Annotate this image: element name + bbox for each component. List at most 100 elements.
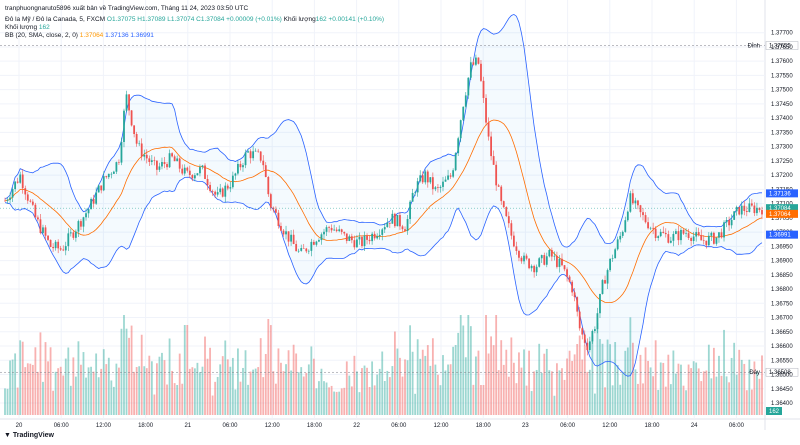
volume-bar [302,376,305,415]
candle-body [573,292,576,298]
volume-legend-label[interactable]: Khối lượng [5,24,38,31]
y-tick-label: 1.36550 [771,358,793,364]
candle-body [472,62,475,65]
volume-bar [62,375,65,415]
candle-body [753,205,756,214]
candle-body [199,167,201,174]
candle-body [262,160,265,166]
y-tick-label: 1.37050 [771,216,793,222]
marker-value-box [765,41,799,50]
candle-body [272,207,275,210]
candle-body [738,206,741,215]
tradingview-logo[interactable]: ▼ TradingView [4,432,54,439]
volume-bar [591,335,594,415]
volume-bar [705,370,708,415]
volume-bar [756,371,758,415]
volume-bar [533,371,536,415]
candle-body [692,236,695,241]
volume-bar [386,370,389,415]
bb-legend-label[interactable]: BB (20, SMA, close, 2, 0) [5,32,78,39]
volume-bar [492,345,495,415]
candle-body [161,162,163,167]
volume-bar [193,368,196,415]
volume-bar [697,368,700,415]
candlestick-series [4,54,763,356]
volume-bar [563,379,566,415]
y-tick-label: 1.37200 [771,173,793,179]
y-tick-label: 1.36900 [771,259,793,265]
volume-bar [371,361,374,415]
x-tick-label: 23 [522,423,529,429]
candle-body [295,244,298,252]
candle-body [629,193,632,212]
volume-bar [583,345,586,415]
candle-body [710,232,713,236]
x-tick-label: 18:00 [307,423,323,429]
candle-body [452,170,455,177]
candle-body [545,256,548,265]
volume-bar [130,325,133,415]
last-value-label: 1.36991 [769,233,791,239]
candle-body [226,185,229,189]
volume-bar [388,377,391,415]
volume-bar [310,346,313,415]
volume-bar [609,344,611,415]
candle-body [662,231,665,233]
volume-bar [264,353,267,415]
volume-bar [214,381,217,415]
time-axis[interactable]: 20 06:00 12:00 18:00 21 06:00 12:00 18:00 22 06:0… [16,423,745,429]
candle-body [328,227,330,228]
volume-bar [173,383,176,415]
volume-bar [464,357,467,415]
volume-bar [267,319,270,415]
volume-bar [419,358,422,415]
volume-bar [252,369,255,415]
candle-body [368,239,371,242]
volume-bar [761,355,763,415]
volume-bar [495,315,498,415]
volume-bar [376,374,379,415]
volume-bar [237,348,239,415]
candle-body [424,171,427,183]
volume-bar [480,385,482,415]
price-axis[interactable]: 1.37700 1.37650 1.37600 1.37550 1.37500 1.374… [771,31,793,407]
candle-body [105,176,108,178]
volume-bar [626,347,629,415]
last-value-box [766,230,798,239]
volume-bar [229,366,232,415]
volume-bar [500,340,503,415]
volume-bar [262,377,265,415]
volume-bar [578,335,581,415]
candle-body [59,248,62,250]
volume-bar [700,381,703,415]
volume-bar [712,347,715,415]
candle-body [558,258,561,267]
candle-body [718,232,720,238]
candle-body [254,150,257,152]
candle-body [553,255,556,257]
candle-body [715,237,718,244]
symbol-name[interactable]: Đô la Mỹ / Đô la Canada, 5, FXCM [5,16,106,23]
candle-body [181,168,184,174]
volume-bar [606,339,609,415]
candle-body [31,201,34,205]
volume-bar [437,374,439,415]
volume-bar [561,368,563,415]
volume-bar [411,351,414,415]
candle-body [140,143,143,157]
y-tick-label: 1.37350 [771,130,793,136]
x-tick-label: 12:00 [602,423,618,429]
candle-body [338,229,341,232]
volume-bar [662,362,665,415]
x-tick-label: 18:00 [138,423,154,429]
volume-bar [297,372,300,415]
candle-body [37,217,39,220]
candle-body [525,255,528,259]
volume-bar [204,336,206,415]
candle-body [495,164,498,186]
candle-body [434,187,437,190]
candle-body [563,265,566,270]
candle-body [505,207,508,217]
